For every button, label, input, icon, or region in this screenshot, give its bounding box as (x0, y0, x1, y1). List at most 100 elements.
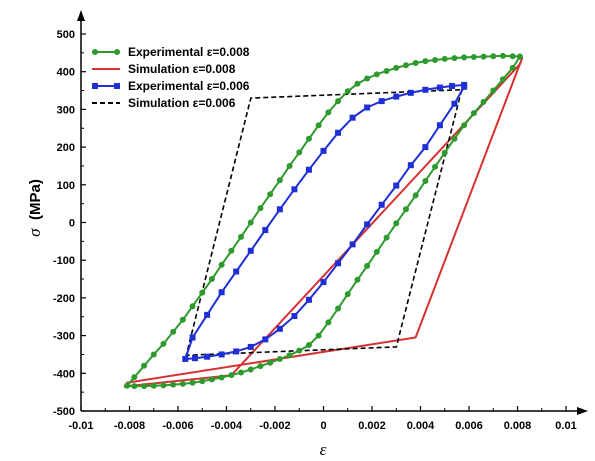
data-point (412, 192, 419, 199)
data-point (247, 247, 254, 254)
data-point (315, 122, 322, 129)
legend-marker (92, 83, 98, 89)
data-point (320, 279, 327, 286)
legend-label: Simulation ε=0.008 (128, 62, 236, 76)
data-point (470, 110, 477, 117)
data-point (141, 362, 148, 369)
data-point (325, 319, 332, 326)
data-point (499, 52, 506, 59)
data-point (218, 374, 225, 381)
data-point (335, 129, 342, 136)
data-point (305, 135, 312, 142)
data-point (204, 311, 211, 318)
y-tick-label: -200 (53, 293, 75, 305)
data-point (204, 353, 211, 360)
data-point (432, 163, 439, 170)
x-tick-label: 0.008 (504, 420, 532, 432)
data-point (422, 144, 429, 151)
data-point (257, 363, 264, 370)
legend-label: Experimental ε=0.008 (128, 45, 250, 59)
data-point (199, 289, 206, 296)
data-point (383, 67, 390, 74)
data-point (441, 55, 448, 62)
data-point (344, 291, 351, 298)
data-point (364, 221, 371, 228)
y-tick-label: -400 (53, 368, 75, 380)
data-point (383, 234, 390, 241)
data-point (286, 352, 293, 359)
series-line (184, 85, 463, 360)
y-tick-label: 100 (57, 180, 75, 192)
data-point (170, 328, 177, 335)
data-point (378, 98, 385, 105)
legend-marker (92, 49, 98, 55)
data-point (160, 340, 167, 347)
data-point (262, 227, 269, 234)
y-tick-label: 300 (57, 104, 75, 116)
data-point (189, 303, 196, 310)
data-point (393, 64, 400, 71)
data-point (233, 348, 240, 355)
legend-label: Experimental ε=0.006 (128, 79, 250, 93)
data-point (191, 355, 198, 362)
y-tick-label: 500 (57, 29, 75, 41)
data-point (378, 201, 385, 208)
data-point (182, 355, 189, 362)
legend: Experimental ε=0.008 Simulation ε=0.008 Ex… (92, 45, 250, 110)
data-point (422, 58, 429, 65)
x-axis-arrow (577, 407, 588, 415)
data-point (257, 205, 264, 212)
data-point (451, 135, 458, 142)
data-point (233, 268, 240, 275)
data-point (320, 147, 327, 154)
x-tick-label: 0.002 (358, 420, 386, 432)
data-point (407, 162, 414, 169)
x-tick-label: 0 (320, 420, 326, 432)
data-point (461, 122, 468, 129)
data-point (364, 75, 371, 82)
data-point (436, 122, 443, 129)
data-point (276, 206, 283, 213)
x-tick-label: -0.006 (162, 420, 193, 432)
data-point (296, 149, 303, 156)
data-point (441, 149, 448, 156)
data-point (364, 262, 371, 269)
data-point (315, 332, 322, 339)
data-point (354, 276, 361, 283)
y-axis-arrow (77, 10, 85, 21)
data-point (296, 347, 303, 354)
data-point (291, 312, 298, 319)
data-point (218, 289, 225, 296)
x-tick-label: 0.01 (555, 420, 576, 432)
data-point (499, 76, 506, 83)
data-point (228, 247, 235, 254)
data-point (286, 162, 293, 169)
y-axis-symbol: σ (25, 228, 44, 237)
data-point (179, 380, 186, 387)
y-tick-label: -500 (53, 406, 75, 418)
data-point (131, 374, 138, 381)
data-point (305, 296, 312, 303)
data-point (170, 381, 177, 388)
data-point (422, 86, 429, 93)
data-point (335, 98, 342, 105)
data-point (189, 334, 196, 341)
series-3 (184, 85, 463, 360)
data-point (276, 177, 283, 184)
data-point (402, 62, 409, 69)
data-point (179, 316, 186, 323)
data-point (291, 186, 298, 193)
x-tick-label: 0.004 (407, 420, 435, 432)
legend-marker (114, 49, 120, 55)
series-layer (123, 52, 524, 390)
series-0 (124, 52, 523, 390)
data-point (393, 220, 400, 227)
data-point (228, 372, 235, 379)
y-axis-title: σ (MPa) (25, 179, 44, 237)
x-tick-label: -0.008 (114, 420, 145, 432)
data-point (451, 55, 458, 62)
data-point (393, 182, 400, 189)
data-point (247, 366, 254, 373)
x-tick-label: -0.01 (68, 420, 93, 432)
